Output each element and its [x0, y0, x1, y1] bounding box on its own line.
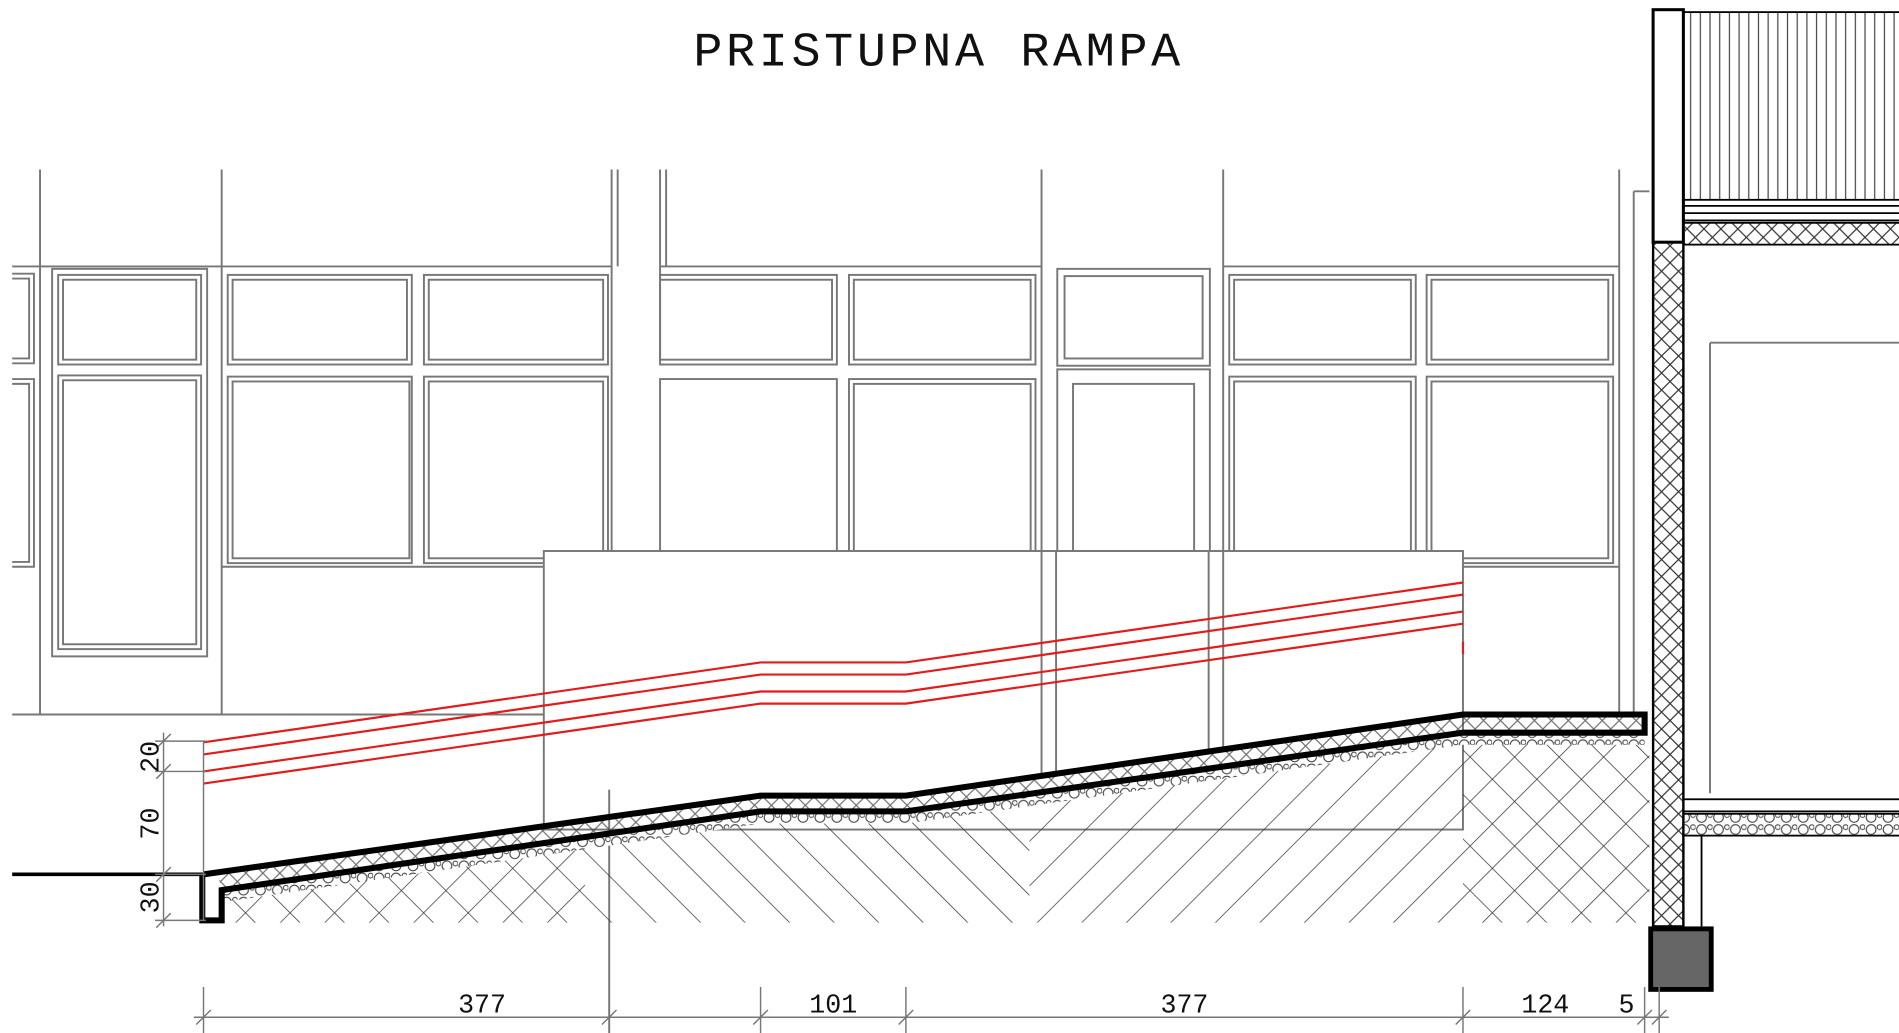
- facade-part: [849, 379, 1035, 555]
- building-section-part: [1683, 12, 1899, 200]
- dimension-label: 5: [1618, 990, 1634, 1020]
- facade-part: [1427, 275, 1613, 365]
- page: Pristupna rampa html, body { margin: 0; …: [0, 0, 1899, 1033]
- facade-part: [63, 280, 196, 360]
- facade-part: [63, 380, 196, 644]
- facade-part: [1431, 280, 1608, 360]
- facade-part: [228, 275, 412, 365]
- dimension-lines-part: [204, 987, 1660, 1033]
- dimension-label: 30: [137, 881, 167, 913]
- facade-part: [660, 280, 832, 360]
- building-section-part: [1683, 223, 1899, 245]
- facade-part: [12, 274, 34, 567]
- dimension-label: 101: [809, 990, 857, 1020]
- building-section-part: [1710, 343, 1899, 793]
- dimension-label: 377: [1160, 990, 1208, 1020]
- facade-part: [52, 269, 207, 657]
- building-section-part: [1683, 206, 1899, 221]
- facade-part: [1431, 381, 1608, 558]
- building-section-part: [1683, 799, 1899, 811]
- facade-part: [429, 280, 603, 360]
- facade-part: [228, 377, 412, 563]
- facade-part: [1073, 384, 1194, 551]
- title: PRISTUPNA RAMPA: [693, 25, 1184, 80]
- dimension-label: 124: [1521, 990, 1569, 1020]
- facade-part: [1234, 381, 1411, 558]
- dimension-label: 20: [137, 741, 167, 773]
- facade-part: [849, 275, 1035, 365]
- building-section-part: [1683, 836, 1701, 927]
- dimension-label: 70: [137, 808, 167, 840]
- facade-part: [58, 375, 201, 649]
- facade-part: [854, 384, 1031, 551]
- facade-part: [1229, 275, 1415, 365]
- facade-part: [1229, 377, 1415, 563]
- facade-part: [58, 275, 201, 365]
- facade-part: [424, 275, 608, 365]
- facade-part: [233, 280, 407, 360]
- facade-part: [233, 381, 410, 558]
- facade-part: [429, 381, 603, 558]
- facade-part: [1057, 369, 1210, 551]
- facade-part: [1234, 280, 1411, 360]
- facade-part: [1065, 276, 1203, 358]
- facade-part: [1427, 377, 1613, 563]
- body: {"title": "PRISTUPNA RAMPA", "dimensions…: [0, 0, 1899, 1033]
- building-section-part: [1653, 10, 1683, 243]
- building-section-part: [1683, 814, 1899, 836]
- building-section-part: [1651, 929, 1712, 990]
- facade-part: [660, 275, 837, 365]
- building-section-part: [1653, 242, 1683, 926]
- facade-part: [424, 377, 608, 563]
- facade-part: [1057, 269, 1210, 366]
- drawing: PRISTUPNA RAMPA: [0, 0, 1899, 1033]
- building-section: [1651, 10, 1899, 990]
- facade-part: [660, 379, 837, 555]
- dimension-label: 377: [458, 990, 506, 1020]
- facade-part: [854, 280, 1031, 360]
